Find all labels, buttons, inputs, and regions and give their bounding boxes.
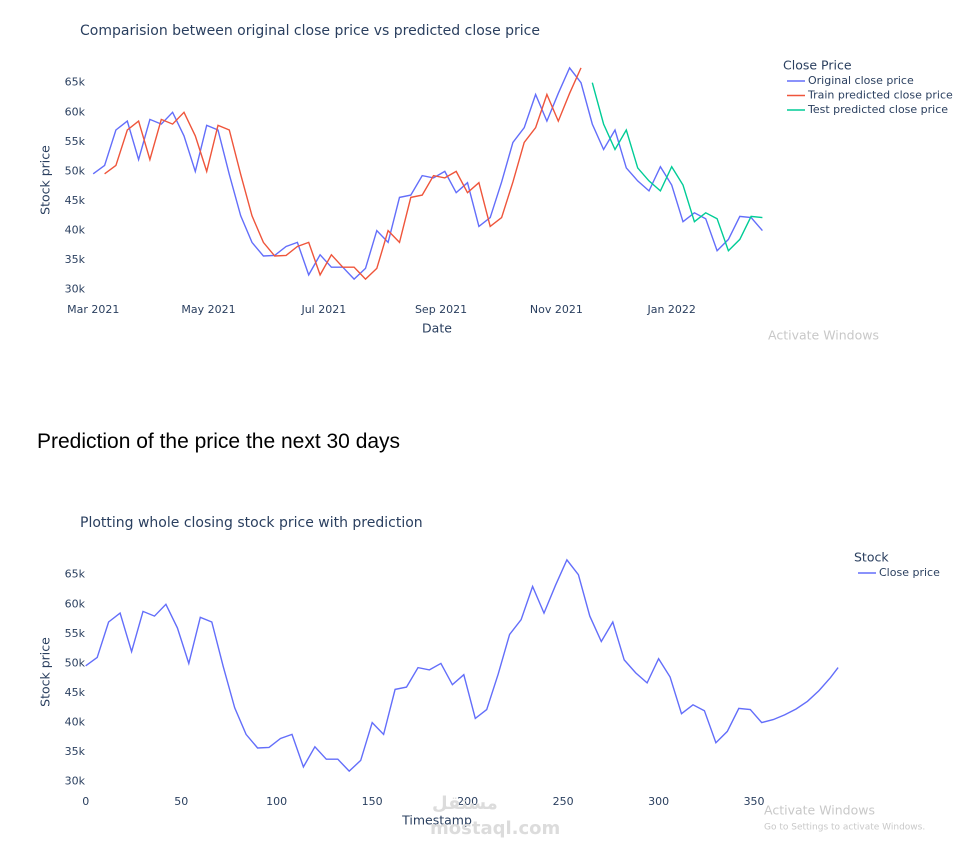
x-tick-label: 50 (174, 795, 188, 808)
x-tick-label: 250 (553, 795, 574, 808)
y-tick-label: 35k (65, 745, 86, 758)
legend-label: Train predicted close price (807, 89, 953, 102)
chart-title: Plotting whole closing stock price with … (80, 515, 423, 531)
legend-title: Close Price (783, 58, 852, 73)
x-axis-title: Timestamp (401, 813, 472, 828)
y-tick-label: 30k (65, 775, 86, 788)
x-tick-label: Jan 2022 (646, 303, 695, 316)
legend-label: Close price (879, 566, 940, 579)
x-tick-label: Jul 2021 (300, 303, 346, 316)
watermark: mostaql.com (430, 818, 560, 839)
x-tick-label: 300 (648, 795, 669, 808)
x-tick-label: Nov 2021 (530, 303, 583, 316)
watermark: Activate Windows (764, 803, 875, 818)
series-line (85, 558, 839, 773)
y-tick-label: 65k (65, 76, 86, 89)
y-axis-title: Stock price (38, 637, 53, 707)
y-tick-label: 55k (65, 135, 86, 148)
chart-title: Comparision between original close price… (80, 23, 540, 39)
section-heading: Prediction of the price the next 30 days (37, 430, 401, 453)
y-tick-label: 65k (65, 568, 86, 581)
y-tick-label: 45k (65, 194, 86, 207)
x-tick-label: 350 (744, 795, 765, 808)
legend-label: Original close price (808, 74, 914, 87)
watermark: Activate Windows (768, 328, 879, 343)
legend-label: Test predicted close price (807, 103, 948, 116)
y-tick-label: 40k (65, 224, 86, 237)
series-line (591, 82, 763, 252)
x-tick-label: 0 (82, 795, 89, 808)
y-tick-label: 55k (65, 627, 86, 640)
x-tick-label: Mar 2021 (67, 303, 119, 316)
series-line (92, 66, 763, 281)
x-tick-label: 200 (457, 795, 478, 808)
legend-title: Stock (854, 550, 889, 565)
watermark: Go to Settings to activate Windows. (764, 823, 925, 833)
y-tick-label: 45k (65, 686, 86, 699)
series-line (104, 67, 582, 281)
x-tick-label: May 2021 (181, 303, 235, 316)
x-axis-title: Date (422, 321, 452, 336)
y-axis-title: Stock price (38, 145, 53, 215)
x-tick-label: Sep 2021 (415, 303, 467, 316)
watermark: مستقل (432, 793, 498, 814)
y-tick-label: 30k (65, 283, 86, 296)
x-tick-label: 100 (266, 795, 287, 808)
x-tick-label: 150 (362, 795, 383, 808)
y-tick-label: 50k (65, 656, 86, 669)
y-tick-label: 60k (65, 597, 86, 610)
y-tick-label: 60k (65, 105, 86, 118)
y-tick-label: 50k (65, 164, 86, 177)
y-tick-label: 40k (65, 716, 86, 729)
y-tick-label: 35k (65, 253, 86, 266)
